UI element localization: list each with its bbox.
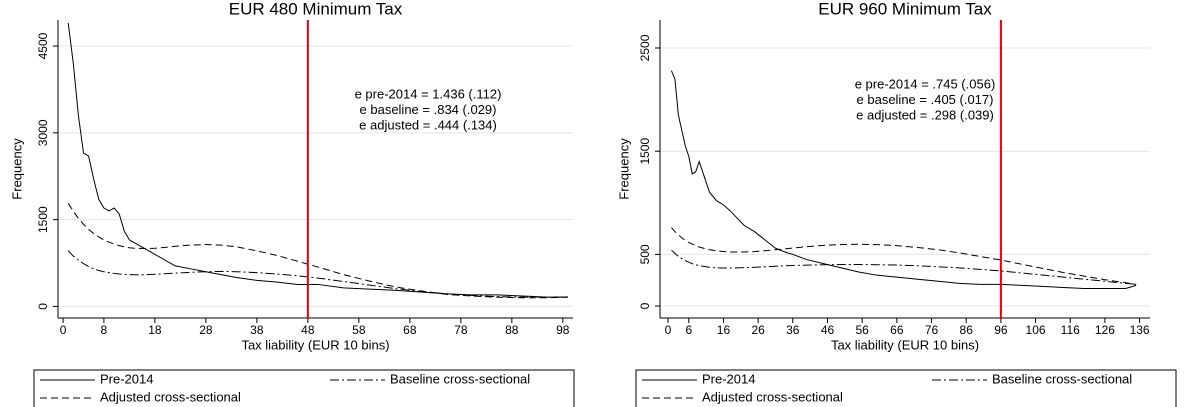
x-tick-label: 8: [101, 323, 108, 337]
chart-title: EUR 960 Minimum Tax: [818, 0, 992, 18]
legend-label: Pre-2014: [702, 371, 755, 386]
legend-label: Adjusted cross-sectional: [100, 389, 241, 404]
annotation: e pre-2014 = 1.436 (.112): [355, 86, 502, 101]
x-tick-label: 136: [1130, 323, 1150, 337]
y-tick-label: 1500: [638, 138, 652, 165]
x-tick-label: 116: [1061, 323, 1080, 337]
series-line: [671, 249, 1137, 285]
legend-box: [33, 369, 575, 407]
legend-label: Baseline cross-sectional: [992, 371, 1132, 386]
x-tick-label: 36: [786, 323, 800, 337]
x-tick-label: 96: [994, 323, 1008, 337]
x-tick-label: 0: [60, 323, 67, 337]
x-tick-label: 126: [1095, 323, 1115, 337]
x-tick-label: 58: [352, 323, 366, 337]
series-line: [67, 203, 568, 299]
y-tick-label: 4500: [36, 32, 50, 59]
x-axis-label: Tax liability (EUR 10 bins): [241, 337, 389, 352]
legend-box: [635, 369, 1177, 407]
y-tick-label: 500: [638, 244, 652, 264]
y-tick-label: 0: [36, 303, 50, 310]
y-tick-label: 2500: [638, 34, 652, 61]
y-tick-label: 1500: [36, 206, 50, 233]
annotation: e baseline = .405 (.017): [857, 92, 994, 107]
y-axis-label: Frequency: [616, 138, 631, 200]
chart-title: EUR 480 Minimum Tax: [229, 0, 403, 18]
x-tick-label: 78: [454, 323, 468, 337]
legend-label: Adjusted cross-sectional: [702, 389, 843, 404]
x-tick-label: 26: [751, 323, 765, 337]
y-tick-label: 0: [638, 302, 652, 309]
annotation: e adjusted = .444 (.134): [359, 117, 497, 132]
x-tick-label: 46: [821, 323, 835, 337]
x-tick-label: 56: [855, 323, 869, 337]
x-axis-label: Tax liability (EUR 10 bins): [831, 337, 979, 352]
annotation: e adjusted = .298 (.039): [856, 107, 994, 122]
y-tick-label: 3000: [36, 119, 50, 146]
x-tick-label: 48: [301, 323, 315, 337]
legend-label: Baseline cross-sectional: [390, 371, 530, 386]
series-line: [670, 70, 1137, 289]
series-line: [67, 22, 568, 298]
x-tick-label: 98: [556, 323, 570, 337]
x-tick-label: 0: [665, 323, 672, 337]
x-tick-label: 106: [1026, 323, 1046, 337]
x-tick-label: 6: [685, 323, 692, 337]
x-tick-label: 86: [960, 323, 974, 337]
x-tick-label: 76: [925, 323, 939, 337]
annotation: e baseline = .834 (.029): [360, 102, 497, 117]
x-tick-label: 16: [717, 323, 731, 337]
legend-label: Pre-2014: [100, 371, 153, 386]
x-tick-label: 68: [403, 323, 417, 337]
x-tick-label: 18: [148, 323, 162, 337]
x-tick-label: 38: [250, 323, 264, 337]
annotation: e pre-2014 = .745 (.056): [855, 76, 996, 91]
x-tick-label: 28: [199, 323, 213, 337]
y-axis-label: Frequency: [9, 138, 24, 200]
series-line: [671, 227, 1137, 285]
series-line: [67, 250, 568, 298]
x-tick-label: 66: [890, 323, 904, 337]
x-tick-label: 88: [505, 323, 519, 337]
